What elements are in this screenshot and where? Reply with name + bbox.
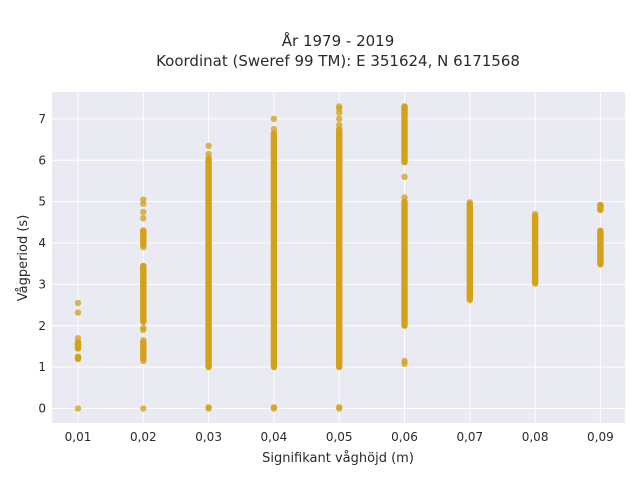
x-axis-ticks: 0,01 0,02 0,03 0,04 0,05 0,06 0,07 0,08 0,09	[65, 430, 614, 444]
data-point	[140, 196, 147, 203]
data-point	[74, 299, 82, 307]
data-point	[74, 405, 82, 412]
y-tick-label: 3	[38, 277, 46, 291]
data-point	[531, 280, 539, 287]
x-tick-label: 0,09	[587, 430, 614, 444]
x-tick-label: 0,07	[456, 430, 483, 444]
x-tick-label: 0,02	[130, 430, 157, 444]
y-tick-label: 5	[38, 195, 46, 209]
x-tick-label: 0,01	[65, 430, 92, 444]
data-point	[140, 227, 147, 234]
chart-title-line-2: Koordinat (Sweref 99 TM): E 351624, N 61…	[156, 52, 520, 70]
y-tick-label: 2	[38, 319, 46, 333]
data-point	[140, 357, 147, 365]
dense-point-cluster	[466, 200, 473, 302]
x-axis-label: Signifikant våghöjd (m)	[262, 451, 414, 466]
data-point	[140, 351, 147, 358]
data-point	[270, 126, 278, 133]
data-point	[205, 150, 212, 158]
data-point	[74, 334, 82, 342]
chart-title-line-1: År 1979 - 2019	[282, 31, 395, 50]
x-tick-label: 0,04	[261, 430, 288, 444]
data-point	[401, 132, 408, 139]
y-axis-ticks: 0 1 2 3 4 5 6 7	[38, 112, 46, 416]
data-point	[401, 103, 408, 110]
data-point	[531, 210, 539, 218]
data-point	[401, 144, 408, 152]
x-tick-label: 0,08	[522, 430, 549, 444]
data-point	[401, 157, 408, 164]
data-point	[336, 103, 343, 110]
data-point	[140, 264, 147, 272]
y-tick-label: 6	[38, 153, 46, 167]
data-points	[74, 103, 604, 412]
dense-point-cluster	[140, 262, 147, 325]
data-point	[270, 404, 278, 411]
data-point	[401, 357, 408, 365]
y-tick-label: 0	[38, 402, 46, 416]
data-point	[597, 229, 604, 236]
dense-point-cluster	[205, 155, 212, 371]
data-point	[140, 343, 147, 350]
data-point	[140, 301, 147, 309]
data-point	[74, 309, 82, 316]
data-point	[336, 404, 343, 411]
data-point	[270, 115, 278, 123]
data-point	[140, 235, 147, 243]
data-point	[597, 206, 604, 214]
data-point	[401, 111, 408, 118]
data-point	[466, 296, 473, 304]
x-tick-label: 0,03	[195, 430, 222, 444]
data-point	[140, 324, 147, 332]
data-point	[205, 404, 212, 411]
dense-point-cluster	[597, 227, 604, 267]
data-point	[401, 173, 408, 181]
data-point	[140, 208, 147, 216]
data-point	[140, 318, 147, 325]
data-point	[140, 281, 147, 288]
x-tick-label: 0,06	[391, 430, 418, 444]
data-point	[140, 337, 147, 344]
data-point	[401, 194, 408, 201]
data-point	[140, 214, 147, 222]
data-point	[401, 119, 408, 127]
dense-point-cluster	[531, 213, 539, 286]
dense-point-cluster	[336, 126, 343, 371]
data-point	[597, 201, 604, 209]
data-point	[597, 261, 604, 268]
data-point	[205, 142, 212, 149]
y-tick-label: 4	[38, 236, 46, 250]
data-point	[74, 353, 82, 360]
data-point	[336, 121, 343, 129]
data-point	[336, 115, 343, 123]
dense-point-cluster	[270, 130, 278, 371]
data-point	[466, 199, 473, 206]
x-tick-label: 0,05	[326, 430, 353, 444]
y-axis-label: Vågperiod (s)	[16, 215, 31, 302]
dense-point-cluster	[401, 198, 408, 329]
y-tick-label: 1	[38, 360, 46, 374]
data-point	[140, 243, 147, 251]
data-point	[140, 405, 147, 412]
y-tick-label: 7	[38, 112, 46, 126]
